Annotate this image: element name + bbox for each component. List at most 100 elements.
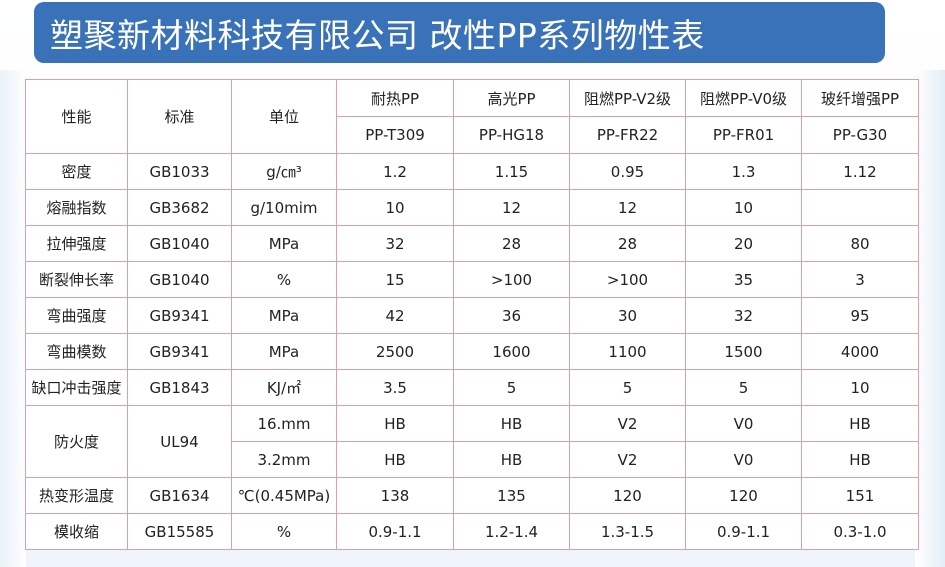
property-cell: 模收缩: [25, 513, 128, 550]
property-cell: 拉伸强度: [25, 225, 128, 262]
value-cell: 1.2-1.4: [453, 513, 570, 550]
header-grade-name: 高光PP: [453, 79, 570, 117]
property-cell: 弯曲模数: [25, 333, 128, 370]
header-code-row: PP-T309 PP-HG18 PP-FR22 PP-FR01 PP-G30: [26, 116, 919, 154]
unit-cell: g/10mim: [231, 189, 337, 226]
property-cell: 熔融指数: [25, 189, 128, 226]
value-cell: HB: [336, 405, 454, 442]
value-cell: 4000: [801, 333, 919, 370]
header-grade-code: PP-FR01: [685, 116, 802, 154]
value-cell: 30: [569, 297, 686, 334]
value-cell: HB: [801, 441, 919, 478]
value-cell: 0.9-1.1: [685, 513, 802, 550]
value-cell: 1.2: [336, 153, 454, 190]
value-cell: >100: [569, 261, 686, 298]
table-row: 拉伸强度 GB1040 MPa 32 28 28 20 80: [25, 225, 919, 262]
property-cell: 缺口冲击强度: [25, 369, 128, 406]
table-row: 模收缩 GB15585% 0.9-1.1 1.2-1.4 1.3-1.5 0.9-1.1 0…: [25, 513, 919, 550]
unit-cell: 16.mm: [231, 405, 337, 442]
value-cell: 42: [336, 297, 454, 334]
header-grade-code: PP-T309: [336, 116, 454, 154]
value-cell: HB: [453, 441, 570, 478]
unit-cell: KJ/㎡: [231, 369, 337, 406]
value-cell: 1.3: [685, 153, 802, 190]
table-row: 弯曲强度 GB9341 MPa 42 36 30 32 95: [25, 297, 919, 334]
value-cell: 5: [685, 369, 802, 406]
header-grade-code: PP-HG18: [453, 116, 570, 154]
value-cell: 0.3-1.0: [801, 513, 919, 550]
value-cell: 120: [685, 477, 802, 514]
title-banner: 塑聚新材料科技有限公司 改性PP系列物性表: [34, 2, 885, 63]
value-cell: 3: [801, 261, 919, 298]
value-cell: 10: [801, 369, 919, 406]
table-body: 性能 标准 单位 耐热PP 高光PP 阻燃PP-V2级 阻燃PP-V0级 玻纤增…: [25, 79, 919, 550]
standard-cell: GB9341: [127, 333, 232, 370]
header-grade-name: 阻燃PP-V0级: [685, 79, 802, 117]
value-cell: 1100: [569, 333, 686, 370]
property-cell: 密度: [25, 153, 128, 190]
header-grade-name: 耐热PP: [336, 79, 454, 117]
value-cell: 120: [569, 477, 686, 514]
unit-cell: MPa: [231, 333, 337, 370]
background-shade-right: [915, 70, 945, 567]
value-cell: 2500: [336, 333, 454, 370]
header-grade-name: 阻燃PP-V2级: [569, 79, 686, 117]
value-cell: 5: [569, 369, 686, 406]
header-row: 性能 标准 单位 耐热PP 高光PP 阻燃PP-V2级 阻燃PP-V0级 玻纤增…: [25, 79, 919, 154]
value-cell: 1600: [453, 333, 570, 370]
table-row: 防火度 UL94 16.mm HB HB V2 V0 HB: [25, 405, 919, 478]
value-cell: V2: [569, 405, 686, 442]
value-cell: 1.12: [801, 153, 919, 190]
standard-cell: GB3682: [127, 189, 232, 226]
header-grade-name: 玻纤增强PP: [801, 79, 919, 117]
unit-cell: ℃(0.45MPa): [231, 477, 337, 514]
value-cell: 80: [801, 225, 919, 262]
value-cell: >100: [453, 261, 570, 298]
value-cell: 36: [453, 297, 570, 334]
standard-cell: UL94: [127, 405, 232, 478]
table-row: 断裂伸长率 GB1040% 15 >100 >100 35 3: [25, 261, 919, 298]
unit-cell: MPa: [231, 225, 337, 262]
value-cell: HB: [453, 405, 570, 442]
value-cell: 5: [453, 369, 570, 406]
value-cell: 10: [336, 189, 454, 226]
property-cell: 弯曲强度: [25, 297, 128, 334]
unit-cell: %: [231, 261, 337, 298]
property-cell: 热变形温度: [25, 477, 128, 514]
table-row: 熔融指数 GB3682 g/10mim 10 12 12 10: [25, 189, 919, 226]
table-row: 3.2mm HB HB V2 V0 HB: [26, 441, 919, 478]
header-grade-code: PP-G30: [801, 116, 919, 154]
value-cell: 135: [453, 477, 570, 514]
table-row: 缺口冲击强度 GB1843 KJ/㎡ 3.5 5 5 5 10: [25, 369, 919, 406]
header-grade-code: PP-FR22: [569, 116, 686, 154]
page-title: 塑聚新材料科技有限公司 改性PP系列物性表: [50, 15, 705, 55]
standard-cell: GB9341: [127, 297, 232, 334]
table-row: 弯曲模数 GB9341 MPa 2500 1600 1100 1500 4000: [25, 333, 919, 370]
standard-cell: GB1033: [127, 153, 232, 190]
standard-cell: GB1843: [127, 369, 232, 406]
value-cell: 35: [685, 261, 802, 298]
unit-cell: g/㎝³: [231, 153, 337, 190]
standard-cell: GB1634: [127, 477, 232, 514]
unit-cell: MPa: [231, 297, 337, 334]
value-cell: 20: [685, 225, 802, 262]
standard-cell: GB1040: [127, 261, 232, 298]
value-cell: 95: [801, 297, 919, 334]
value-cell: HB: [801, 405, 919, 442]
header-property: 性能: [25, 79, 128, 154]
value-cell: 10: [685, 189, 802, 226]
value-cell: V0: [685, 405, 802, 442]
value-cell: V2: [569, 441, 686, 478]
background-shade-left: [0, 70, 26, 567]
table-row: 密度 GB1033 g/㎝³ 1.2 1.15 0.95 1.3 1.12: [25, 153, 919, 190]
value-cell: HB: [336, 441, 454, 478]
property-table: 性能 标准 单位 耐热PP 高光PP 阻燃PP-V2级 阻燃PP-V0级 玻纤增…: [25, 79, 919, 550]
value-cell: 1500: [685, 333, 802, 370]
table-row: 热变形温度 GB1634 ℃(0.45MPa) 138 135 120 120 151: [25, 477, 919, 514]
value-cell: 0.95: [569, 153, 686, 190]
standard-cell: GB1040: [127, 225, 232, 262]
property-cell: 断裂伸长率: [25, 261, 128, 298]
unit-cell: 3.2mm: [231, 441, 337, 478]
value-cell: 3.5: [336, 369, 454, 406]
value-cell: 12: [569, 189, 686, 226]
